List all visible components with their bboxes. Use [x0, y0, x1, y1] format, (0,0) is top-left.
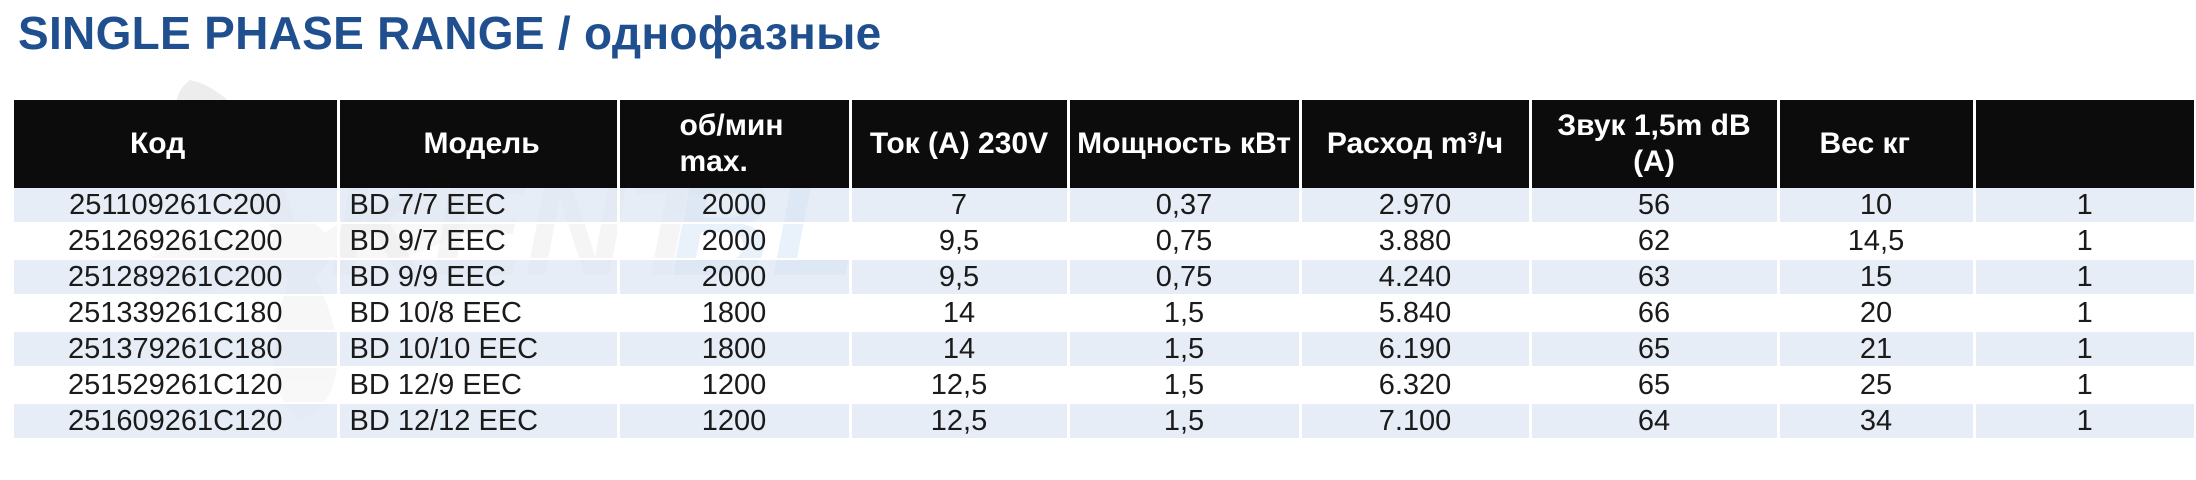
column-header-extra: [1972, 100, 2194, 188]
column-header-model: Модель: [336, 100, 618, 188]
table-row: 251289261C200 BD 9/9 EEC 2000 9,5 0,75 4…: [14, 259, 2194, 296]
cell-extra: 1: [1972, 367, 2194, 404]
cell-code: 251379261C180: [14, 331, 338, 368]
table-row: 251109261C200 BD 7/7 EEC 2000 7 0,37 2.9…: [14, 188, 2194, 224]
cell-weight: 34: [1776, 403, 1974, 440]
cell-current: 9,5: [848, 259, 1068, 296]
cell-extra: 1: [1972, 259, 2194, 296]
cell-current: 14: [848, 295, 1068, 332]
cell-extra: 1: [1972, 223, 2194, 260]
cell-model: BD 10/8 EEC: [336, 295, 618, 332]
table-header-row: Код Модель об/мин max. Ток (A) 230V Мощн…: [14, 100, 2194, 188]
table-row: 251269261C200 BD 9/7 EEC 2000 9,5 0,75 3…: [14, 223, 2194, 260]
cell-weight: 10: [1776, 188, 1974, 224]
cell-power: 1,5: [1066, 403, 1300, 440]
table-row: 251609261C120 BD 12/12 EEC 1200 12,5 1,5…: [14, 403, 2194, 440]
page-title: SINGLE PHASE RANGE / однофазные: [18, 7, 882, 59]
cell-power: 1,5: [1066, 331, 1300, 368]
column-header-power: Мощность кВт: [1066, 100, 1300, 188]
cell-code: 251289261C200: [14, 259, 338, 296]
cell-extra: 1: [1972, 331, 2194, 368]
cell-model: BD 10/10 EEC: [336, 331, 618, 368]
cell-airflow: 7.100: [1298, 403, 1530, 440]
cell-airflow: 4.240: [1298, 259, 1530, 296]
cell-airflow: 6.190: [1298, 331, 1530, 368]
cell-noise: 66: [1528, 295, 1778, 332]
cell-code: 251339261C180: [14, 295, 338, 332]
cell-airflow: 2.970: [1298, 188, 1530, 224]
cell-current: 12,5: [848, 367, 1068, 404]
cell-code: 251269261C200: [14, 223, 338, 260]
cell-rpm: 1200: [616, 403, 850, 440]
cell-rpm: 2000: [616, 188, 850, 224]
cell-noise: 64: [1528, 403, 1778, 440]
table-row: 251529261C120 BD 12/9 EEC 1200 12,5 1,5 …: [14, 367, 2194, 404]
cell-noise: 63: [1528, 259, 1778, 296]
cell-noise: 65: [1528, 331, 1778, 368]
column-header-noise: Звук 1,5m dB (A): [1528, 100, 1778, 188]
cell-airflow: 3.880: [1298, 223, 1530, 260]
cell-extra: 1: [1972, 403, 2194, 440]
cell-weight: 21: [1776, 331, 1974, 368]
table-row: 251339261C180 BD 10/8 EEC 1800 14 1,5 5.…: [14, 295, 2194, 332]
cell-power: 1,5: [1066, 367, 1300, 404]
cell-code: 251109261C200: [14, 188, 338, 224]
cell-current: 9,5: [848, 223, 1068, 260]
cell-power: 0,75: [1066, 259, 1300, 296]
cell-noise: 56: [1528, 188, 1778, 224]
cell-code: 251529261C120: [14, 367, 338, 404]
cell-rpm: 1200: [616, 367, 850, 404]
cell-power: 0,75: [1066, 223, 1300, 260]
specs-table: Код Модель об/мин max. Ток (A) 230V Мощн…: [14, 100, 2194, 440]
cell-model: BD 12/9 EEC: [336, 367, 618, 404]
cell-code: 251609261C120: [14, 403, 338, 440]
cell-current: 12,5: [848, 403, 1068, 440]
cell-weight: 14,5: [1776, 223, 1974, 260]
table-row: 251379261C180 BD 10/10 EEC 1800 14 1,5 6…: [14, 331, 2194, 368]
column-header-current: Ток (A) 230V: [848, 100, 1068, 188]
cell-weight: 25: [1776, 367, 1974, 404]
cell-weight: 15: [1776, 259, 1974, 296]
cell-airflow: 5.840: [1298, 295, 1530, 332]
column-header-code: Код: [14, 100, 338, 188]
column-header-weight: Вес кг: [1776, 100, 1974, 188]
cell-power: 1,5: [1066, 295, 1300, 332]
cell-noise: 65: [1528, 367, 1778, 404]
cell-airflow: 6.320: [1298, 367, 1530, 404]
cell-power: 0,37: [1066, 188, 1300, 224]
cell-rpm: 2000: [616, 223, 850, 260]
cell-model: BD 7/7 EEC: [336, 188, 618, 224]
cell-model: BD 9/7 EEC: [336, 223, 618, 260]
cell-current: 14: [848, 331, 1068, 368]
cell-extra: 1: [1972, 188, 2194, 224]
cell-current: 7: [848, 188, 1068, 224]
column-header-rpm: об/мин max.: [616, 100, 850, 188]
column-header-airflow: Расход m³/ч: [1298, 100, 1530, 188]
cell-model: BD 9/9 EEC: [336, 259, 618, 296]
cell-model: BD 12/12 EEC: [336, 403, 618, 440]
cell-noise: 62: [1528, 223, 1778, 260]
cell-rpm: 1800: [616, 295, 850, 332]
cell-extra: 1: [1972, 295, 2194, 332]
cell-rpm: 2000: [616, 259, 850, 296]
cell-weight: 20: [1776, 295, 1974, 332]
cell-rpm: 1800: [616, 331, 850, 368]
